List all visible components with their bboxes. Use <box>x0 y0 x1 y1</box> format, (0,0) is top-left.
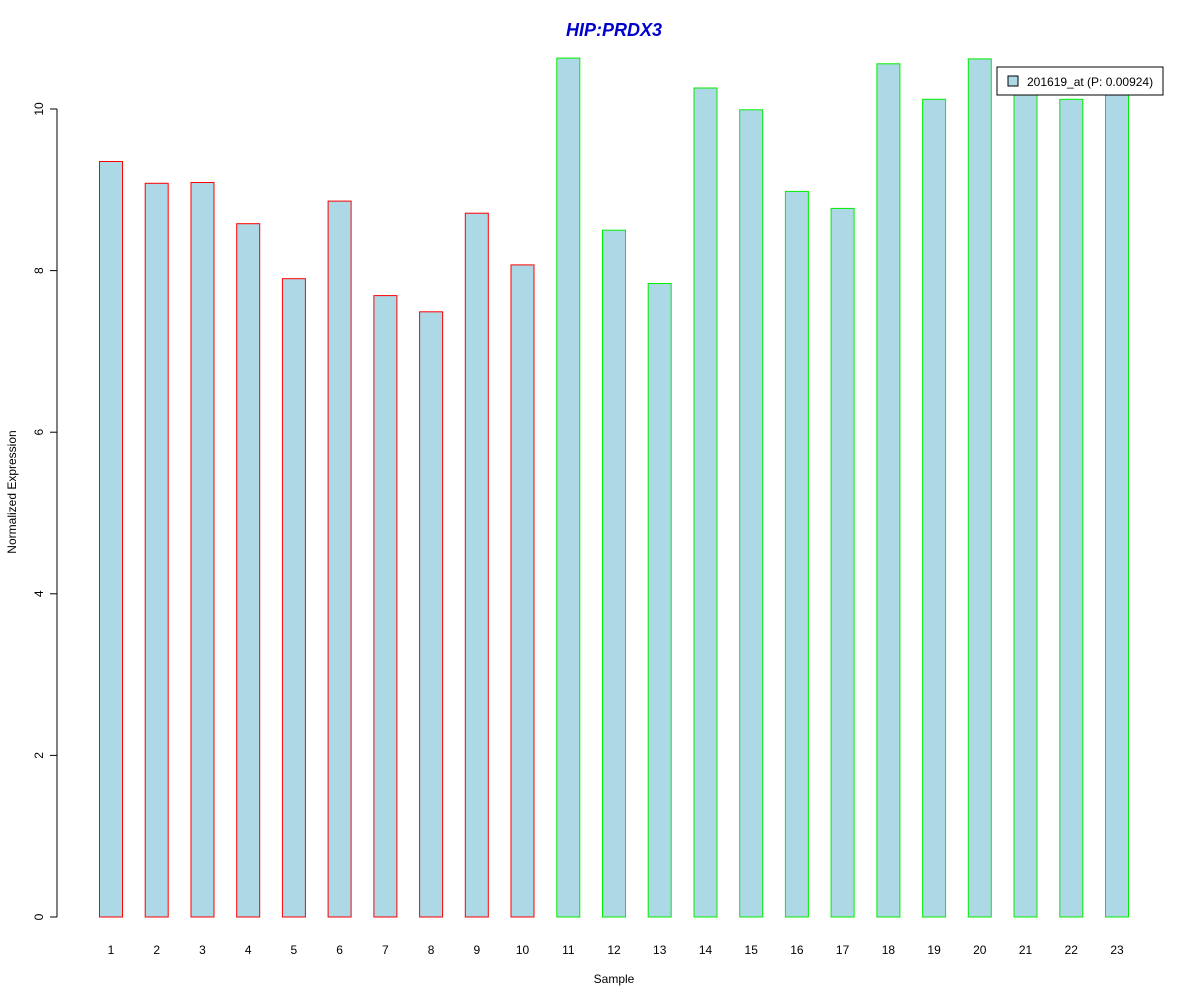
x-tick-label: 14 <box>699 943 713 957</box>
x-tick-label: 3 <box>199 943 206 957</box>
bar-sample-9 <box>464 212 489 918</box>
y-tick-label: 8 <box>32 267 46 274</box>
x-tick-label: 7 <box>382 943 389 957</box>
bar-sample-4 <box>236 223 261 918</box>
x-tick-label: 5 <box>291 943 298 957</box>
bar-sample-17 <box>830 207 855 918</box>
x-axis-title: Sample <box>594 972 635 986</box>
bar-sample-14 <box>693 87 718 918</box>
y-tick-label: 10 <box>32 102 46 116</box>
legend-label: 201619_at (P: 0.00924) <box>1027 75 1153 89</box>
bar-sample-1 <box>99 161 123 918</box>
x-tick-label: 16 <box>790 943 804 957</box>
bar-sample-6 <box>327 200 352 918</box>
bar-sample-11 <box>556 57 581 918</box>
y-axis: 0 2 4 6 8 10 <box>32 102 58 920</box>
legend-box <box>996 66 1164 96</box>
x-tick-label: 9 <box>473 943 480 957</box>
bar-sample-5 <box>281 278 306 918</box>
x-tick-label: 2 <box>153 943 160 957</box>
y-tick-label: 0 <box>32 913 46 920</box>
bar-sample-8 <box>419 311 444 918</box>
bar-sample-18 <box>876 63 901 918</box>
x-tick-label: 4 <box>245 943 252 957</box>
x-tick-label: 18 <box>882 943 896 957</box>
y-axis-title: Normalized Expression <box>5 430 19 553</box>
x-tick-labels: 1 2 3 4 5 6 7 8 9 10 11 12 13 14 15 16 17 18 19 20 21 22 23 <box>108 943 1124 957</box>
bars <box>99 57 1129 918</box>
y-tick-label: 4 <box>32 590 46 597</box>
x-tick-label: 17 <box>836 943 850 957</box>
bar-sample-23 <box>1105 94 1129 918</box>
bar-sample-15 <box>739 109 764 918</box>
x-tick-label: 12 <box>607 943 621 957</box>
bar-sample-2 <box>144 182 169 918</box>
legend: 201619_at (P: 0.00924) <box>996 66 1164 96</box>
bar-sample-3 <box>190 182 215 918</box>
bar-sample-7 <box>373 295 398 918</box>
x-tick-label: 13 <box>653 943 667 957</box>
x-tick-label: 21 <box>1019 943 1033 957</box>
bar-sample-21 <box>1013 91 1038 918</box>
bar-sample-10 <box>510 264 535 918</box>
x-tick-label: 22 <box>1065 943 1079 957</box>
bar-sample-16 <box>784 190 809 918</box>
x-tick-label: 20 <box>973 943 987 957</box>
bar-sample-19 <box>922 98 947 918</box>
x-tick-label: 19 <box>927 943 941 957</box>
x-tick-label: 1 <box>108 943 115 957</box>
y-tick-label: 2 <box>32 752 46 759</box>
chart-title: HIP:PRDX3 <box>566 20 662 40</box>
x-tick-label: 10 <box>516 943 530 957</box>
x-tick-label: 11 <box>562 943 575 957</box>
bar-sample-13 <box>647 283 672 918</box>
bar-sample-22 <box>1059 98 1084 918</box>
legend-swatch <box>1007 75 1019 87</box>
y-tick-label: 6 <box>32 429 46 436</box>
bar-sample-20 <box>967 58 992 918</box>
x-tick-label: 8 <box>428 943 435 957</box>
x-tick-label: 23 <box>1110 943 1124 957</box>
bar-sample-12 <box>602 229 626 918</box>
x-tick-label: 6 <box>336 943 343 957</box>
x-tick-label: 15 <box>745 943 759 957</box>
